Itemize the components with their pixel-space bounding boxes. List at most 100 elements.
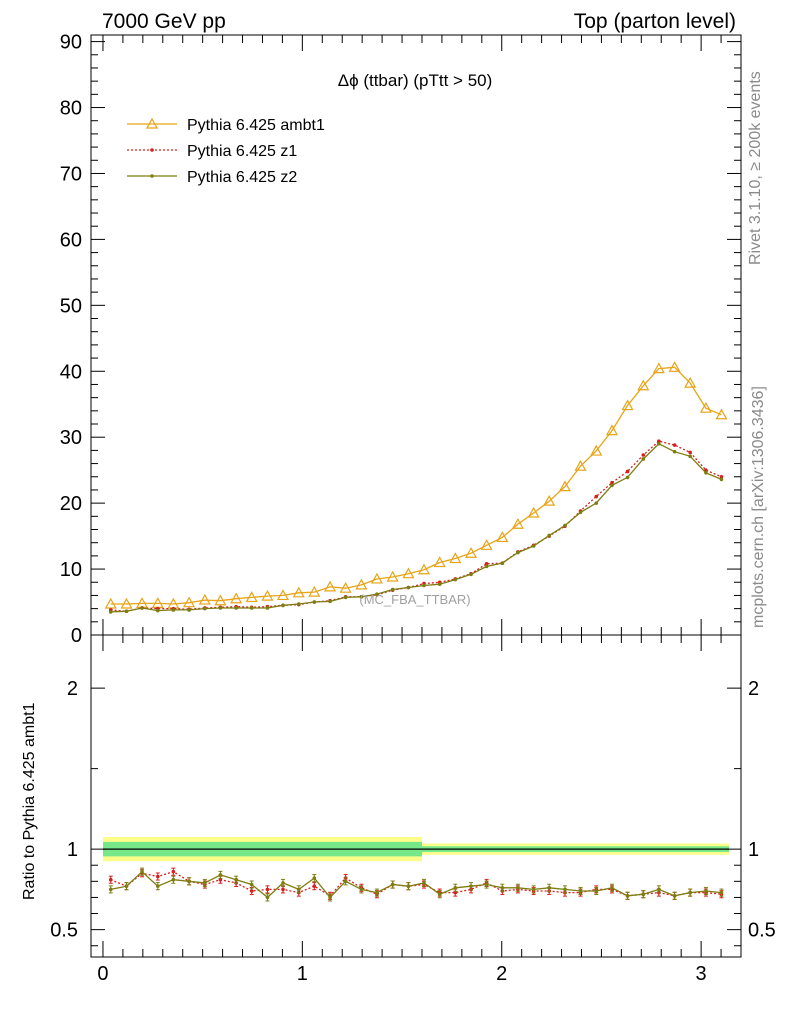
legend-entry: Pythia 6.425 z2 (187, 169, 297, 186)
data-point (120, 597, 133, 609)
data-point (296, 602, 301, 606)
legend-marker (145, 117, 159, 129)
data-point (574, 459, 587, 471)
data-point (140, 606, 144, 610)
ratio-axis-ticks: 0.5 0.5 1 1 2 2 0 1 2 3 (50, 635, 776, 985)
data-point (386, 570, 399, 582)
ratio-marks (108, 867, 724, 902)
ratio-y-tick-label: 2 (67, 678, 78, 700)
data-point (276, 589, 290, 601)
data-point (563, 523, 567, 528)
ratio-data-point (124, 884, 129, 888)
data-point (355, 578, 368, 590)
data-point (124, 609, 129, 614)
data-point (594, 494, 599, 499)
data-point (605, 424, 619, 436)
ratio-data-point (578, 889, 583, 893)
ratio-data-point (610, 885, 614, 890)
data-point (688, 450, 692, 455)
y-tick-label: 50 (60, 295, 82, 317)
legend: Pythia 6.425 ambt1 Pythia 6.425 z1 Pythia … (127, 117, 325, 186)
ratio-panel: 0.5 0.5 1 1 2 2 0 1 2 3 (50, 634, 776, 985)
series-line-0 (110, 366, 722, 605)
ratio-data-point (343, 879, 348, 884)
data-point (594, 501, 599, 505)
ratio-data-point (359, 887, 364, 892)
legend-entry: Pythia 6.425 ambt1 (187, 117, 325, 134)
data-point (527, 506, 540, 518)
data-point (249, 606, 254, 610)
ratio-data-point (296, 887, 301, 892)
data-point (688, 454, 692, 459)
data-point (641, 453, 646, 457)
ratio-data-point (672, 894, 677, 898)
data-point (339, 581, 352, 593)
data-point (214, 594, 227, 606)
ratio-data-point (108, 877, 113, 882)
data-point (672, 449, 677, 454)
data-point (621, 399, 634, 411)
data-point (449, 552, 462, 564)
series-line-2 (110, 443, 722, 613)
data-point (433, 556, 446, 568)
ratio-y-tick-label: 0.5 (50, 920, 78, 942)
ratio-data-point (406, 884, 411, 888)
y-tick-label: 20 (60, 493, 82, 515)
data-point (324, 580, 337, 592)
ratio-data-point (719, 890, 724, 895)
ratio-data-point (375, 890, 379, 895)
data-point (610, 480, 614, 485)
data-point (328, 599, 332, 604)
y-tick-label: 10 (60, 559, 82, 581)
data-point (261, 589, 274, 601)
ratio-data-point (704, 889, 708, 893)
ratio-data-point (688, 890, 692, 895)
ratio-data-point (594, 889, 599, 893)
data-point (484, 564, 489, 569)
x-tick-label: 1 (297, 963, 308, 985)
main-axis-ticks: 0 10 20 30 40 50 60 70 80 90 (60, 32, 742, 647)
ratio-data-point (312, 876, 317, 880)
ratio-data-point (312, 884, 317, 888)
mcplots-label: mcplots.cern.ch [arXiv:1306.3436] (750, 386, 767, 628)
data-point (359, 594, 364, 599)
y-tick-label: 30 (60, 427, 82, 449)
data-point (265, 606, 270, 610)
data-point (699, 401, 712, 413)
data-point (637, 379, 650, 391)
data-point (312, 600, 317, 604)
ratio-data-point (531, 887, 536, 892)
data-point (684, 376, 697, 388)
ratio-data-point (625, 894, 630, 898)
ratio-series-line-0 (110, 870, 722, 897)
legend-entry: Pythia 6.425 z1 (187, 143, 297, 160)
ratio-data-point (422, 881, 426, 885)
data-point (375, 592, 379, 596)
ratio-data-point (187, 879, 191, 884)
ratio-data-point (641, 892, 646, 897)
ratio-y-axis-label: Ratio to Pythia 6.425 ambt1 (21, 702, 38, 900)
data-point (668, 361, 681, 372)
data-point (187, 608, 191, 612)
data-point (672, 443, 677, 447)
ratio-frame (90, 634, 742, 958)
ratio-data-point (155, 874, 160, 879)
ratio-data-point (281, 881, 285, 885)
y-tick-label: 70 (60, 163, 82, 185)
ratio-data-point (390, 882, 395, 887)
y-tick-label: 60 (60, 229, 82, 251)
data-point (625, 469, 630, 474)
data-point (590, 444, 603, 456)
data-point (531, 544, 536, 548)
data-point (657, 439, 661, 443)
data-point (453, 577, 458, 582)
data-point (343, 595, 348, 600)
data-point (480, 539, 493, 550)
data-point (183, 596, 196, 608)
y-tick-label: 40 (60, 361, 82, 383)
data-point (704, 471, 708, 475)
chart-title: Δϕ (ttbar) (pTtt > 50) (338, 71, 493, 90)
data-point (641, 457, 646, 461)
data-point (422, 583, 426, 588)
